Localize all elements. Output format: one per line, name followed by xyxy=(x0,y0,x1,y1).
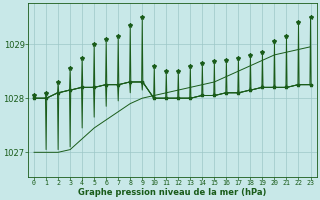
X-axis label: Graphe pression niveau de la mer (hPa): Graphe pression niveau de la mer (hPa) xyxy=(78,188,267,197)
